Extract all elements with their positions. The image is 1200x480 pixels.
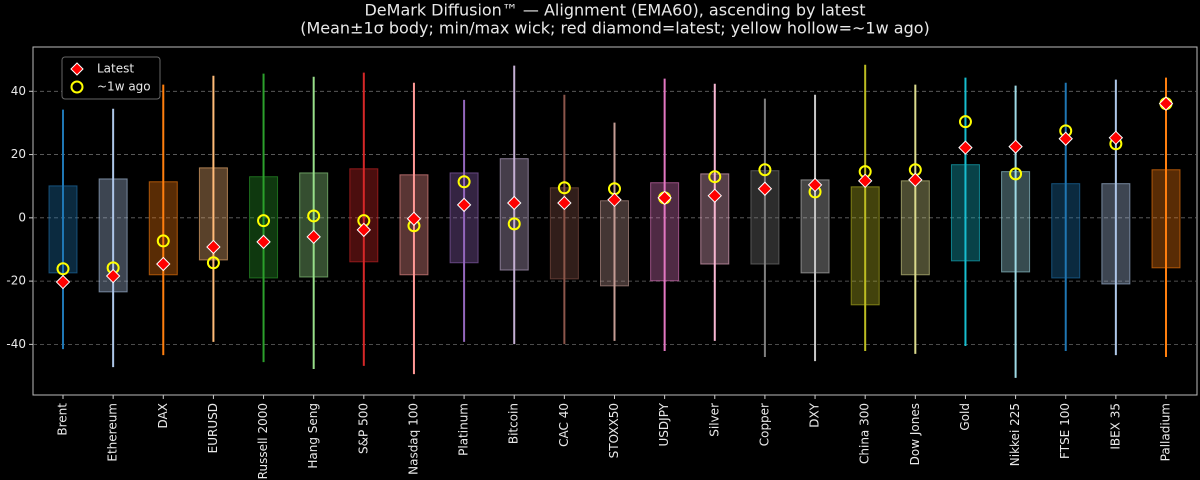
week-ago-marker (156, 234, 170, 248)
y-tick-label: -40 (6, 337, 26, 351)
x-tick-label: Gold (958, 403, 972, 431)
latest-marker (507, 195, 522, 211)
body (249, 176, 279, 279)
x-tick-label: EURUSD (206, 403, 220, 453)
body (1051, 183, 1081, 279)
latest-marker (857, 173, 873, 189)
x-tick-label: DAX (156, 403, 170, 428)
x-tick-label: S&P 500 (356, 403, 370, 454)
body (800, 179, 830, 274)
x-tick-label: FTSE 100 (1058, 403, 1072, 459)
week-ago-marker (708, 170, 722, 184)
x-tick-label: Russell 2000 (256, 403, 270, 479)
latest-marker (757, 181, 773, 196)
x-tick-label: China 300 (858, 403, 872, 464)
week-ago-marker (307, 209, 321, 223)
latest-marker (1108, 130, 1124, 146)
body (1101, 183, 1131, 285)
legend-marker (70, 80, 84, 94)
x-tick-label: Dow Jones (908, 403, 922, 465)
x-tick-label: Platinum (457, 403, 471, 456)
x-tick-label: Brent (56, 403, 70, 436)
latest-marker (908, 172, 923, 188)
latest-marker (1058, 131, 1073, 146)
x-tick-label: Nasdaq 100 (406, 403, 420, 475)
week-ago-marker (1009, 167, 1023, 181)
chart-title: DeMark Diffusion™ — Alignment (EMA60), a… (364, 1, 865, 20)
latest-marker (206, 239, 221, 255)
week-ago-marker (507, 217, 521, 231)
body (499, 158, 529, 271)
week-ago-marker (257, 214, 271, 228)
x-tick-label: Ethereum (106, 403, 120, 462)
legend-label: Latest (97, 62, 134, 76)
body (48, 185, 78, 274)
latest-marker (807, 177, 823, 193)
x-tick-label: IBEX 35 (1108, 403, 1122, 450)
y-tick-label: 20 (11, 147, 26, 161)
week-ago-marker (958, 115, 972, 129)
x-tick-label: Copper (757, 403, 771, 446)
latest-marker (657, 190, 672, 206)
week-ago-marker (457, 175, 471, 189)
body (1151, 169, 1181, 269)
latest-marker (456, 197, 472, 213)
latest-marker (406, 211, 422, 226)
x-tick-label: CAC 40 (557, 403, 571, 447)
chart-subtitle: (Mean±1σ body; min/max wick; red diamond… (300, 19, 930, 38)
body (950, 164, 980, 262)
x-tick-label: Silver (707, 403, 721, 437)
x-tick-label: USDJPY (657, 402, 671, 446)
body (700, 173, 730, 265)
week-ago-marker (206, 256, 220, 270)
body (299, 172, 329, 278)
latest-marker (707, 188, 722, 203)
x-tick-label: Palladium (1159, 403, 1173, 461)
latest-marker (356, 222, 372, 238)
latest-marker (607, 192, 622, 208)
latest-marker (1008, 139, 1023, 154)
latest-marker (958, 140, 973, 155)
latest-marker (256, 234, 271, 250)
week-ago-marker (758, 163, 772, 177)
latest-marker (105, 268, 121, 284)
x-tick-label: STOXX50 (607, 403, 621, 458)
body (1001, 171, 1031, 273)
body (850, 186, 880, 306)
latest-marker (55, 274, 71, 290)
legend-box (61, 56, 161, 100)
x-tick-label: DXY (808, 402, 822, 427)
x-tick-label: Hang Seng (306, 403, 320, 469)
legend-marker (70, 62, 84, 76)
y-tick-label: -20 (6, 274, 26, 288)
x-tick-label: Bitcoin (507, 403, 521, 444)
week-ago-marker (557, 181, 571, 195)
latest-marker (156, 256, 171, 272)
legend-label: ~1w ago (97, 80, 151, 94)
week-ago-marker (56, 262, 70, 276)
body (600, 200, 629, 287)
latest-marker (306, 229, 321, 245)
body (900, 180, 930, 276)
y-tick-label: 40 (11, 84, 26, 98)
x-tick-label: Nikkei 225 (1008, 403, 1022, 466)
latest-marker (557, 195, 572, 211)
latest-marker (1158, 96, 1174, 111)
y-tick-label: 0 (18, 210, 26, 224)
